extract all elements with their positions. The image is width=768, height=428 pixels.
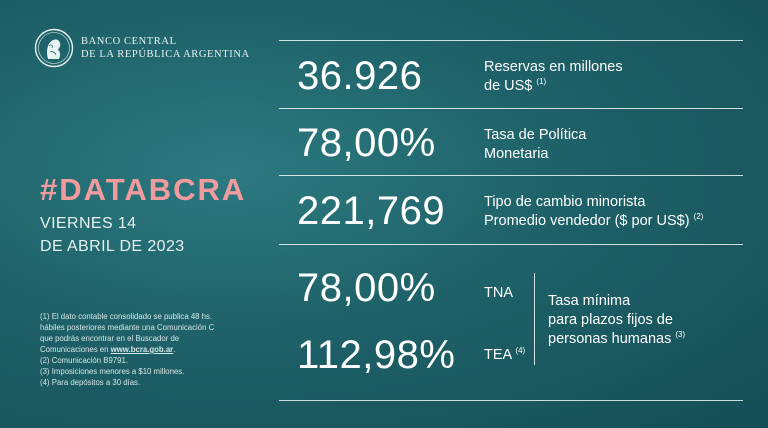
footnote-1-line2: hábiles posteriores mediante una Comunic… [40, 323, 215, 332]
footnote-3: (3) Imposiciones menores a $10 millones. [40, 367, 185, 376]
date-line1: VIERNES 14 [40, 215, 137, 232]
policy-rate-label: Tasa de Política Monetaria [484, 126, 586, 164]
rates-divider [534, 273, 535, 365]
report-date: VIERNES 14 DE ABRIL DE 2023 [40, 212, 246, 258]
footnote-1-line1: (1) El dato contable consolidado se publ… [40, 312, 213, 321]
tea-label: TEA (4) [484, 346, 526, 363]
footnote-1-line4: Comunicaciones en www.bcra.gob.ar. [40, 344, 272, 355]
divider-bottom [279, 400, 743, 401]
policy-rate-value: 78,00% [297, 121, 436, 165]
reserves-label: Reservas en millones de US$ (1) [484, 58, 623, 96]
policy-rate-label-line1: Tasa de Política [484, 127, 587, 143]
divider-top [279, 40, 743, 41]
fixed-term-label-line1: Tasa mínima [548, 293, 631, 309]
date-line2: DE ABRIL DE 2023 [40, 238, 185, 255]
bank-name-line1: BANCO CENTRAL [81, 36, 177, 47]
reserves-value: 36.926 [297, 54, 423, 98]
bcra-logo: BANCO CENTRAL DE LA REPÚBLICA ARGENTINA [34, 28, 250, 68]
footnote-2: (2) Comunicación B9791. [40, 356, 128, 365]
tna-label: TNA [484, 285, 513, 301]
exchange-rate-value: 221,769 [297, 189, 446, 233]
bcra-seal-icon [34, 28, 74, 68]
tea-footnote-ref: (4) [515, 346, 526, 356]
divider-3 [279, 244, 743, 245]
fixed-term-label-line3: personas humanas (3) [548, 330, 686, 347]
exchange-rate-label: Tipo de cambio minorista Promedio vended… [484, 193, 703, 231]
fixed-term-label-line2: para plazos fijos de [548, 312, 673, 328]
fixed-term-rate-label: Tasa mínima para plazos fijos de persona… [548, 292, 685, 349]
footnote-4: (4) Para depósitos a 30 días. [40, 378, 141, 387]
exchange-rate-label-line1: Tipo de cambio minorista [484, 194, 646, 210]
tna-value: 78,00% [297, 266, 436, 310]
exchange-rate-label-line2: Promedio vendedor ($ por US$) (2) [484, 212, 704, 229]
brand-block: #DATABCRA VIERNES 14 DE ABRIL DE 2023 [40, 172, 246, 258]
divider-2 [279, 175, 743, 176]
divider-1 [279, 108, 743, 109]
bank-name: BANCO CENTRAL DE LA REPÚBLICA ARGENTINA [81, 35, 250, 61]
hashtag-title: #DATABCRA [40, 172, 247, 207]
reserves-label-line1: Reservas en millones [484, 59, 623, 75]
footnote-1-prefix: Comunicaciones en [40, 345, 109, 354]
exchange-rate-footnote-ref: (2) [693, 212, 704, 222]
tea-value: 112,98% [297, 333, 456, 377]
fixed-term-footnote-ref: (3) [675, 330, 686, 340]
bank-name-line2: DE LA REPÚBLICA ARGENTINA [81, 49, 250, 60]
policy-rate-label-line2: Monetaria [484, 146, 549, 162]
footnote-1-suffix: . [173, 345, 176, 354]
reserves-footnote-ref: (1) [536, 77, 547, 87]
footnotes: (1) El dato contable consolidado se publ… [40, 311, 272, 388]
reserves-label-line2: de US$ (1) [484, 77, 547, 94]
footnote-1-line3: que podrás encontrar en el Buscador de [40, 334, 180, 343]
bcra-website-link[interactable]: www.bcra.gob.ar [110, 345, 174, 354]
